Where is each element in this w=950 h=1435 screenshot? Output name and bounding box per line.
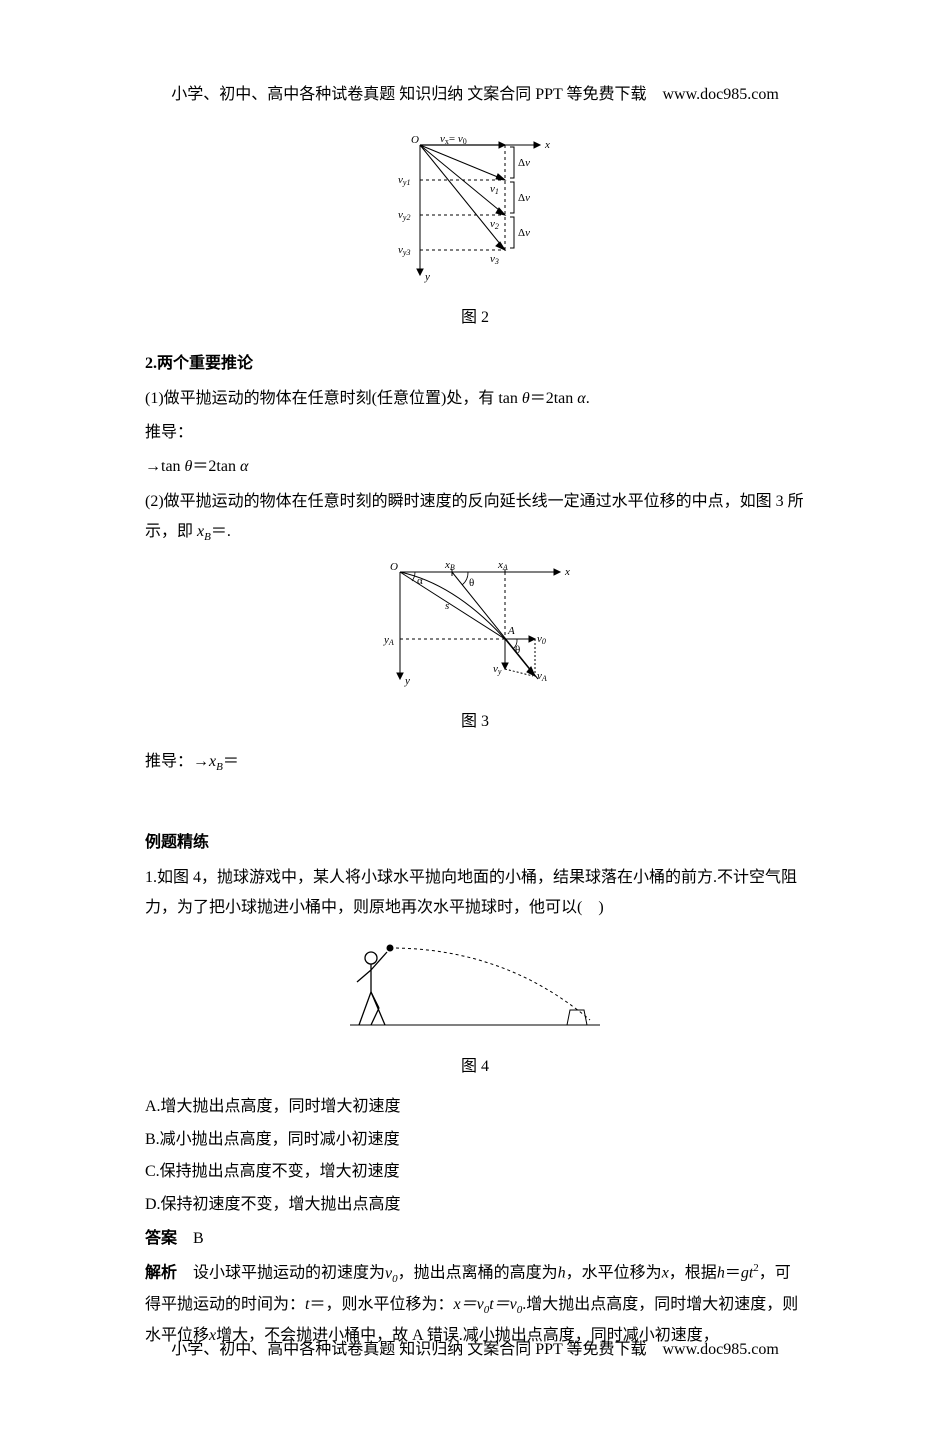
derive-expr-2: 推导：→xB＝ [145, 747, 805, 778]
svg-text:Δv: Δv [518, 192, 530, 204]
svg-text:y: y [404, 675, 410, 687]
svg-text:yA: yA [383, 634, 394, 647]
figure-4-caption: 图 4 [145, 1052, 805, 1082]
p1-text-a: (1)做平抛运动的物体在任意时刻(任意位置)处，有 tan [145, 390, 522, 407]
svg-text:xB: xB [444, 559, 455, 572]
eq-x: x＝v0t＝v0 [453, 1296, 522, 1313]
ana-b: ，抛出点离桶的高度为 [398, 1265, 558, 1282]
svg-text:v0: v0 [537, 633, 546, 646]
page-header: 小学、初中、高中各种试卷真题 知识归纳 文案合同 PPT 等免费下载 www.d… [145, 80, 805, 110]
figure-2-caption: 图 2 [145, 303, 805, 333]
h-sym: h [558, 1265, 566, 1282]
v0-sym: v0 [385, 1265, 398, 1282]
ana-a: 设小球平抛运动的初速度为 [193, 1265, 385, 1282]
svg-text:O: O [390, 561, 398, 573]
svg-text:vy1: vy1 [398, 174, 410, 187]
svg-text:y: y [424, 271, 430, 283]
options-block: A.增大抛出点高度，同时增大初速度 B.减小抛出点高度，同时减小初速度 C.保持… [145, 1092, 805, 1220]
section-2-title: 2.两个重要推论 [145, 349, 805, 379]
p2-text-b: ＝. [211, 523, 231, 540]
svg-text:α: α [417, 575, 423, 587]
ana-e: ＝ [725, 1265, 741, 1282]
examples-title: 例题精练 [145, 828, 805, 858]
svg-text:s: s [445, 600, 449, 612]
analysis-label: 解析 [145, 1265, 177, 1282]
answer-line: 答案 B [145, 1224, 805, 1254]
option-d: D.保持初速度不变，增大抛出点高度 [145, 1190, 805, 1220]
svg-text:vA: vA [537, 670, 547, 683]
svg-text:v3: v3 [490, 253, 499, 266]
svg-text:vy: vy [493, 663, 502, 676]
svg-text:x: x [564, 566, 570, 578]
option-b: B.减小抛出点高度，同时减小初速度 [145, 1125, 805, 1155]
arrow-tan: →tan [145, 458, 185, 475]
figure-2-svg: O x y vx= v0 vy1 vy2 vy3 v1 v2 v3 Δv Δv … [390, 130, 560, 285]
d2-b: ＝ [223, 753, 239, 770]
svg-text:v1: v1 [490, 183, 499, 196]
option-a: A.增大抛出点高度，同时增大初速度 [145, 1092, 805, 1122]
question-1: 1.如图 4，抛球游戏中，某人将小球水平抛向地面的小桶，结果球落在小桶的前方.不… [145, 863, 805, 924]
derivation-2: (2)做平抛运动的物体在任意时刻的瞬时速度的反向延长线一定通过水平位移的中点，如… [145, 487, 805, 548]
svg-text:Δv: Δv [518, 227, 530, 239]
figure-4 [145, 930, 805, 1046]
eq-2tan: ＝2tan [192, 458, 240, 475]
xb-symbol-2: xB [209, 753, 223, 770]
figure-3-caption: 图 3 [145, 707, 805, 737]
svg-text:vx= v0: vx= v0 [440, 133, 467, 146]
figure-3: O x y xB xA yA s α θ θ A v0 vy vA [145, 554, 805, 700]
p1-text-b: ＝2tan [530, 390, 578, 407]
svg-text:O: O [411, 134, 419, 146]
svg-text:v2: v2 [490, 218, 499, 231]
svg-text:θ: θ [469, 577, 474, 589]
derivation-1: (1)做平抛运动的物体在任意时刻(任意位置)处，有 tan θ＝2tan α. [145, 384, 805, 414]
ana-c: ，水平位移为 [566, 1265, 662, 1282]
ana-g: ＝，则水平位移为： [309, 1296, 453, 1313]
svg-text:x: x [544, 139, 550, 151]
xb-symbol: xB [197, 523, 211, 540]
answer-value: B [193, 1230, 204, 1247]
d2-a: 推导：→ [145, 753, 209, 770]
svg-text:vy2: vy2 [398, 209, 410, 222]
page: 小学、初中、高中各种试卷真题 知识归纳 文案合同 PPT 等免费下载 www.d… [0, 0, 950, 1435]
svg-text:xA: xA [497, 559, 508, 572]
svg-text:A: A [507, 625, 515, 637]
option-c: C.保持抛出点高度不变，增大初速度 [145, 1157, 805, 1187]
derive-label-1: 推导： [145, 418, 805, 448]
x-sym: x [662, 1265, 669, 1282]
figure-3-svg: O x y xB xA yA s α θ θ A v0 vy vA [375, 554, 575, 689]
derive-expr-1: →tan θ＝2tan α [145, 452, 805, 482]
page-footer: 小学、初中、高中各种试卷真题 知识归纳 文案合同 PPT 等免费下载 www.d… [0, 1335, 950, 1365]
h-sym-2: h [717, 1265, 725, 1282]
svg-text:vy3: vy3 [398, 244, 410, 257]
svg-text:θ: θ [515, 644, 520, 656]
answer-label: 答案 [145, 1230, 177, 1247]
figure-4-svg [345, 930, 605, 1035]
p2-text-a: (2)做平抛运动的物体在任意时刻的瞬时速度的反向延长线一定通过水平位移的中点，如… [145, 493, 804, 540]
gt2: gt [741, 1265, 753, 1282]
ana-d: ，根据 [669, 1265, 717, 1282]
theta-symbol: θ [522, 390, 530, 407]
alpha-symbol-2: α [240, 458, 248, 475]
p1-text-c: . [586, 390, 590, 407]
figure-2: O x y vx= v0 vy1 vy2 vy3 v1 v2 v3 Δv Δv … [145, 130, 805, 296]
alpha-symbol: α [577, 390, 585, 407]
svg-text:Δv: Δv [518, 157, 530, 169]
